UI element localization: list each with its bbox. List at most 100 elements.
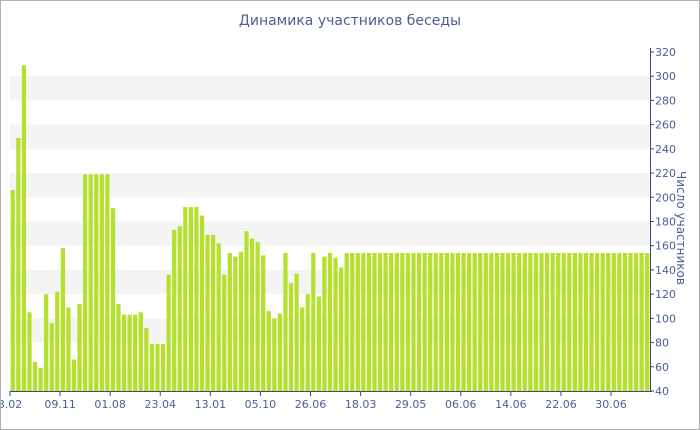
bar [116,303,121,391]
bar [255,242,260,391]
grid-band [10,124,650,149]
bar [127,314,132,391]
bar [110,208,116,391]
y-tick-label: 80 [655,337,669,350]
bar [144,328,149,391]
bar [266,311,271,391]
x-tick-label: 18.03 [345,398,377,411]
bar [322,256,327,391]
bar [294,273,299,391]
y-tick-label: 200 [655,191,676,204]
x-tick-label: 06.06 [445,398,477,411]
bar [505,252,511,391]
bar [138,312,143,391]
bar [405,252,411,391]
bar [183,206,188,391]
bar [355,252,360,391]
x-ticks: 8.02 09.11 01.08 23.04 13.01 05.10 26.06 18.03 2… [1,391,627,411]
bar [489,252,494,391]
bar [177,226,182,391]
bar [344,252,349,391]
bar [645,252,650,391]
grid-band [10,173,650,198]
bar [350,252,355,391]
bar [483,252,488,391]
bar [617,252,622,391]
y-tick-label: 160 [655,240,676,253]
y-tick-label: 60 [655,361,669,374]
bar [211,234,216,391]
x-tick-label: 29.05 [395,398,427,411]
bar [433,252,438,391]
bar [539,252,544,391]
y-tick-label: 300 [655,70,676,83]
bar [55,291,60,391]
x-tick-label: 14.06 [495,398,527,411]
bar [300,307,305,391]
y-tick-label: 320 [655,46,676,59]
bar [66,307,71,391]
bar [361,252,366,391]
bar [49,323,54,391]
x-tick-label: 09.11 [44,398,76,411]
bar [277,313,283,391]
bar [517,252,522,391]
y-tick-label: 140 [655,264,676,277]
bar [288,283,294,391]
y-tick-label: 40 [655,385,669,398]
bar [522,252,527,391]
bar [567,252,572,391]
bar [32,361,38,391]
y-tick-label: 220 [655,167,676,180]
bar [105,174,110,391]
bar [283,252,288,391]
bar [199,215,205,391]
chart-title: Динамика участников беседы [238,13,462,29]
bar [439,252,444,391]
bar [400,252,405,391]
x-tick-label: 30.06 [595,398,627,411]
bar [394,252,399,391]
bar [633,252,639,391]
y-tick-label: 180 [655,216,676,229]
bar [589,252,594,391]
bar [472,252,477,391]
bar [544,252,550,391]
bar [155,343,160,391]
bar [550,252,555,391]
bar [467,252,472,391]
y-tick-label: 120 [655,288,676,301]
bar [389,252,394,391]
bar [383,252,388,391]
bar [160,343,166,391]
bar [44,294,49,391]
bar [222,274,227,391]
bar [83,174,88,391]
bar [561,252,566,391]
bar [533,252,539,391]
bars [10,65,650,391]
bar [611,252,616,391]
bar [38,367,43,391]
x-tick-label: 01.08 [94,398,126,411]
y-ticks: 40 60 80 100 120 140 160 180 200 220 240 260 280 300 3… [650,46,676,398]
bar [233,256,238,391]
bar [639,252,644,391]
bar [149,343,155,391]
x-tick-label: 05.10 [245,398,277,411]
bar [227,252,232,391]
bar [77,303,82,391]
bar [333,257,338,391]
bar [121,314,127,391]
bar [216,243,221,391]
bar [316,296,321,391]
y-tick-label: 100 [655,312,676,325]
bar [628,252,633,391]
bar [60,248,65,391]
bar [10,190,15,391]
y-tick-label: 260 [655,119,676,132]
bar [27,312,32,391]
grid-band [10,76,650,101]
bar [366,252,372,391]
